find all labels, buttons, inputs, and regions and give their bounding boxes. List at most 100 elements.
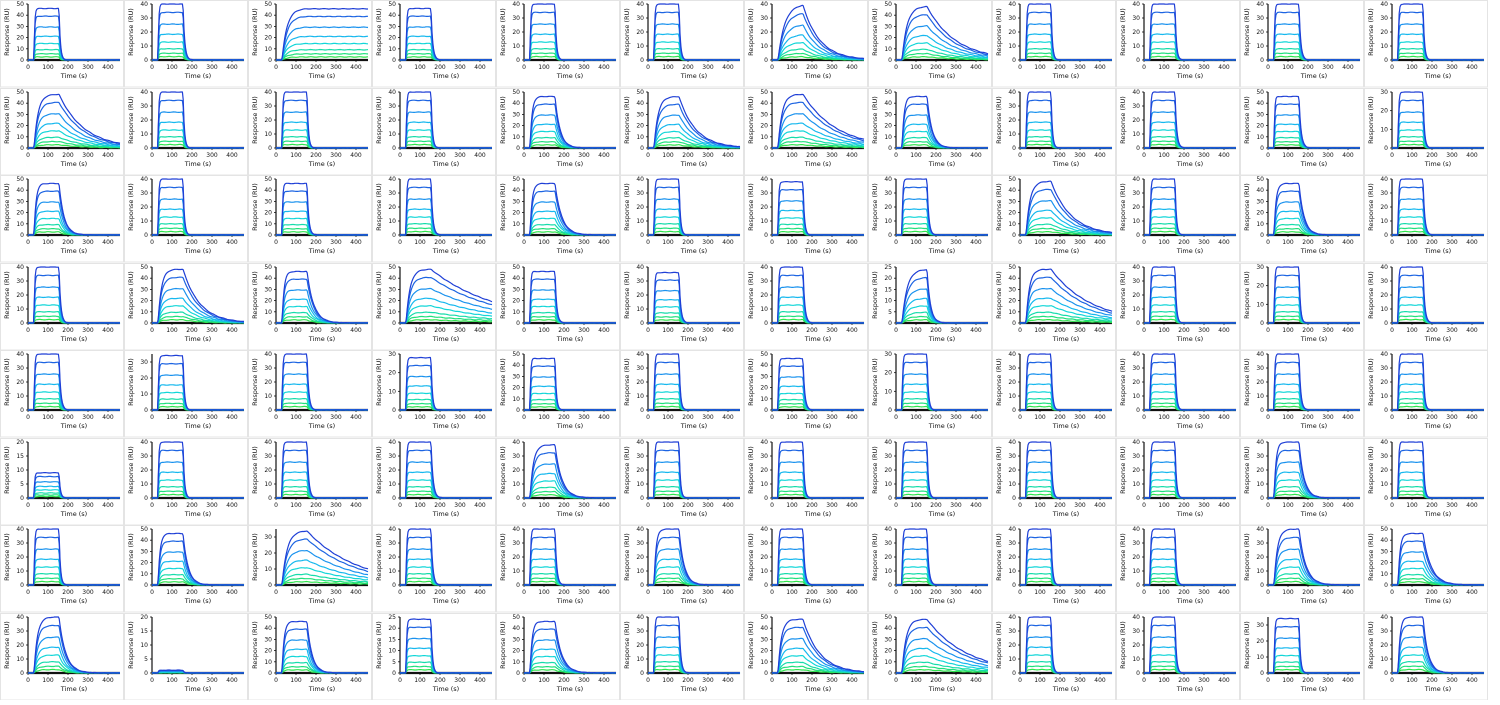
y-tick-label: 0 xyxy=(20,670,24,677)
panel-frame xyxy=(868,0,992,88)
x-tick-label: 400 xyxy=(350,152,362,159)
sensorgram-series-line xyxy=(771,618,864,674)
x-tick-label: 400 xyxy=(846,327,858,334)
sensorgram-series-line xyxy=(28,93,121,149)
y-tick-label: 40 xyxy=(884,625,892,632)
y-tick-label: 15 xyxy=(388,636,396,643)
x-tick-label: 100 xyxy=(414,64,426,71)
sensorgram-panel: 0 10 20 30 40 0 100 200 300 400 Time (s) Response (… xyxy=(744,262,868,350)
y-tick-label: 20 xyxy=(1380,467,1388,474)
sensorgram-series-line xyxy=(1020,615,1113,674)
sensorgram-panel: 0 10 20 30 0 100 200 300 400 Time (s) Response (RU… xyxy=(1240,262,1364,350)
y-tick-label: 40 xyxy=(512,275,520,282)
x-tick-label: 100 xyxy=(1034,502,1046,509)
x-tick-label: 100 xyxy=(1282,239,1294,246)
y-tick-label: 20 xyxy=(884,204,892,211)
y-axis-label: Response (RU) xyxy=(1367,183,1375,231)
x-tick-label: 400 xyxy=(846,677,858,684)
y-axis-label: Response (RU) xyxy=(871,8,879,56)
x-tick-label: 200 xyxy=(310,152,322,159)
sensorgram-series-line xyxy=(400,178,492,236)
sensorgram-series-line xyxy=(524,357,616,411)
sensorgram-panel: 0 5 10 15 20 25 0 100 200 300 400 Time (s) Response … xyxy=(868,262,992,350)
x-tick-label: 400 xyxy=(1342,152,1354,159)
x-axis-label: Time (s) xyxy=(308,597,335,605)
x-tick-label: 300 xyxy=(578,677,590,684)
x-axis-label: Time (s) xyxy=(804,422,831,430)
x-tick-label: 400 xyxy=(474,152,486,159)
y-tick-label: 40 xyxy=(1380,439,1388,446)
y-tick-label: 20 xyxy=(1132,292,1140,299)
y-axis-label: Response (RU) xyxy=(1243,271,1251,319)
y-tick-label: 20 xyxy=(1008,297,1016,304)
x-axis-label: Time (s) xyxy=(804,72,831,80)
sensorgram-series-line xyxy=(895,52,989,61)
y-tick-label: 10 xyxy=(1380,306,1388,313)
y-axis-label: Response (RU) xyxy=(747,358,755,406)
sensorgram-series-line xyxy=(772,122,865,149)
sensorgram-series-line xyxy=(896,178,989,236)
y-tick-label: 40 xyxy=(1256,439,1264,446)
panel-frame xyxy=(868,525,992,613)
sensorgram-series-line xyxy=(1019,310,1112,324)
x-tick-label: 200 xyxy=(806,589,818,596)
y-tick-label: 30 xyxy=(760,373,768,380)
x-tick-label: 100 xyxy=(1158,327,1170,334)
sensorgram-series-line xyxy=(400,297,492,324)
y-tick-label: 10 xyxy=(636,656,644,663)
sensorgram-panel: 0 10 20 30 40 50 0 100 200 300 400 Time (s) Response… xyxy=(744,87,868,175)
y-tick-label: 40 xyxy=(1132,89,1140,96)
sensorgram-panel: 0 10 20 30 0 100 200 300 400 Time (s) Response (RU… xyxy=(124,350,248,438)
sensorgram-series-line xyxy=(523,528,616,586)
sensorgram-series-line xyxy=(276,550,369,586)
x-axis-label: Time (s) xyxy=(1424,685,1451,693)
x-tick-label: 100 xyxy=(1158,152,1170,159)
y-tick-label: 20 xyxy=(140,29,148,36)
y-tick-label: 0 xyxy=(1012,145,1016,152)
y-tick-label: 0 xyxy=(268,582,272,589)
panel-frame xyxy=(1116,437,1240,525)
y-tick-label: 0 xyxy=(1012,232,1016,239)
x-tick-label: 100 xyxy=(414,589,426,596)
y-tick-label: 50 xyxy=(16,1,24,8)
y-tick-label: 10 xyxy=(16,306,24,313)
x-tick-label: 200 xyxy=(434,502,446,509)
y-tick-label: 10 xyxy=(140,481,148,488)
x-tick-label: 200 xyxy=(434,327,446,334)
panel-frame xyxy=(1240,350,1364,438)
y-axis-label: Response (RU) xyxy=(1243,358,1251,406)
x-tick-label: 200 xyxy=(558,152,570,159)
y-tick-label: 20 xyxy=(512,385,520,392)
x-tick-label: 100 xyxy=(662,502,674,509)
y-tick-label: 20 xyxy=(884,122,892,129)
sensorgram-panel: 0 10 20 30 40 0 100 200 300 400 Time (s) Response (… xyxy=(248,87,372,175)
x-tick-label: 0 xyxy=(398,64,402,71)
sensorgram-panel: 0 10 20 30 40 0 100 200 300 400 Time (s) Response (… xyxy=(372,175,496,263)
sensorgram-panel: 0 10 20 30 40 50 0 100 200 300 400 Time (s) Response… xyxy=(1240,175,1364,263)
y-tick-label: 0 xyxy=(1136,145,1140,152)
y-tick-label: 20 xyxy=(16,122,24,129)
y-axis-label: Response (RU) xyxy=(623,446,631,494)
sensorgram-series-line xyxy=(1020,353,1112,411)
y-tick-label: 30 xyxy=(1256,264,1264,271)
x-tick-label: 0 xyxy=(894,239,898,246)
y-tick-label: 0 xyxy=(516,495,520,502)
x-tick-label: 100 xyxy=(662,677,674,684)
y-tick-label: 10 xyxy=(388,131,396,138)
y-tick-label: 30 xyxy=(636,111,644,118)
x-tick-label: 400 xyxy=(1466,502,1478,509)
panel-frame xyxy=(992,0,1116,88)
x-tick-label: 200 xyxy=(930,677,942,684)
sensorgram-series-line xyxy=(400,318,493,324)
x-tick-label: 400 xyxy=(598,327,610,334)
x-tick-label: 200 xyxy=(62,677,74,684)
x-tick-label: 300 xyxy=(82,239,94,246)
y-tick-label: 0 xyxy=(888,232,892,239)
sensorgram-series-line xyxy=(648,114,741,149)
x-tick-label: 400 xyxy=(1218,239,1230,246)
